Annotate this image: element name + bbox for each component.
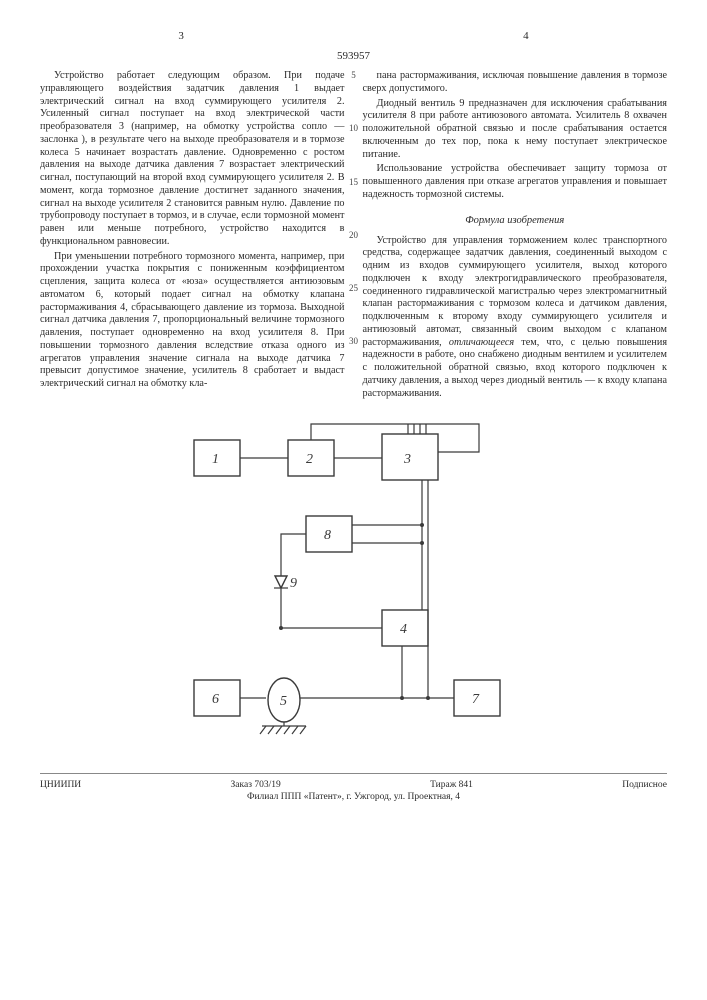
diagram-connections: 9 5 [240,424,479,734]
claim-text-a: Устройство для управления торможением ко… [363,235,668,348]
box-label: 2 [306,452,313,467]
paragraph: Использование устройства обеспечивает за… [363,163,668,201]
diagram-boxes: 1 2 3 8 4 6 7 [194,424,500,716]
paragraph: При уменьшении потребного тормозного мом… [40,251,345,391]
paragraph: пана растормаживания, исключая повышение… [363,70,668,96]
footer-sub: Подписное [622,780,667,790]
page-num-left: 3 [40,30,322,42]
patent-number: 593957 [40,50,667,62]
text-columns: 5 10 15 20 25 30 Устройство работает сле… [40,70,667,402]
footer-address: Филиал ППП «Патент», г. Ужгород, ул. Про… [40,792,667,802]
paragraph: Устройство работает следующим образом. П… [40,70,345,249]
box-label: 3 [403,452,411,467]
box-label: 1 [212,452,219,467]
line-num: 15 [347,177,361,188]
box-label: 7 [472,692,480,707]
page-header: 3 4 [40,30,667,42]
claim-em: отличающееся [449,337,514,348]
line-num: 10 [347,123,361,134]
footer-org: ЦНИИПИ [40,780,81,790]
box-label: 4 [400,622,407,637]
diode-label: 9 [290,576,297,591]
page-num-right: 4 [385,30,667,42]
box-label: 8 [324,528,331,543]
line-num: 5 [347,70,361,81]
diagram-svg: 1 2 3 8 4 6 7 [144,420,564,750]
claim-paragraph: Устройство для управления торможением ко… [363,235,668,401]
footer-row: ЦНИИПИ Заказ 703/19 Тираж 841 Подписное [40,780,667,790]
line-num: 25 [347,283,361,294]
brake-label: 5 [280,694,287,709]
line-number-gutter: 5 10 15 20 25 30 [347,70,361,390]
footer-tirazh: Тираж 841 [430,780,473,790]
formula-title: Формула изобретения [363,214,668,227]
footer-order: Заказ 703/19 [231,780,281,790]
paragraph: Диодный вентиль 9 предназначен для исклю… [363,98,668,162]
footer: ЦНИИПИ Заказ 703/19 Тираж 841 Подписное … [40,773,667,802]
left-column: Устройство работает следующим образом. П… [40,70,345,402]
line-num: 30 [347,336,361,347]
page: 3 4 593957 5 10 15 20 25 30 Устройство р… [0,0,707,822]
box-label: 6 [212,692,219,707]
right-column: пана растормаживания, исключая повышение… [363,70,668,402]
line-num: 20 [347,230,361,241]
diagram: 1 2 3 8 4 6 7 [144,420,564,755]
